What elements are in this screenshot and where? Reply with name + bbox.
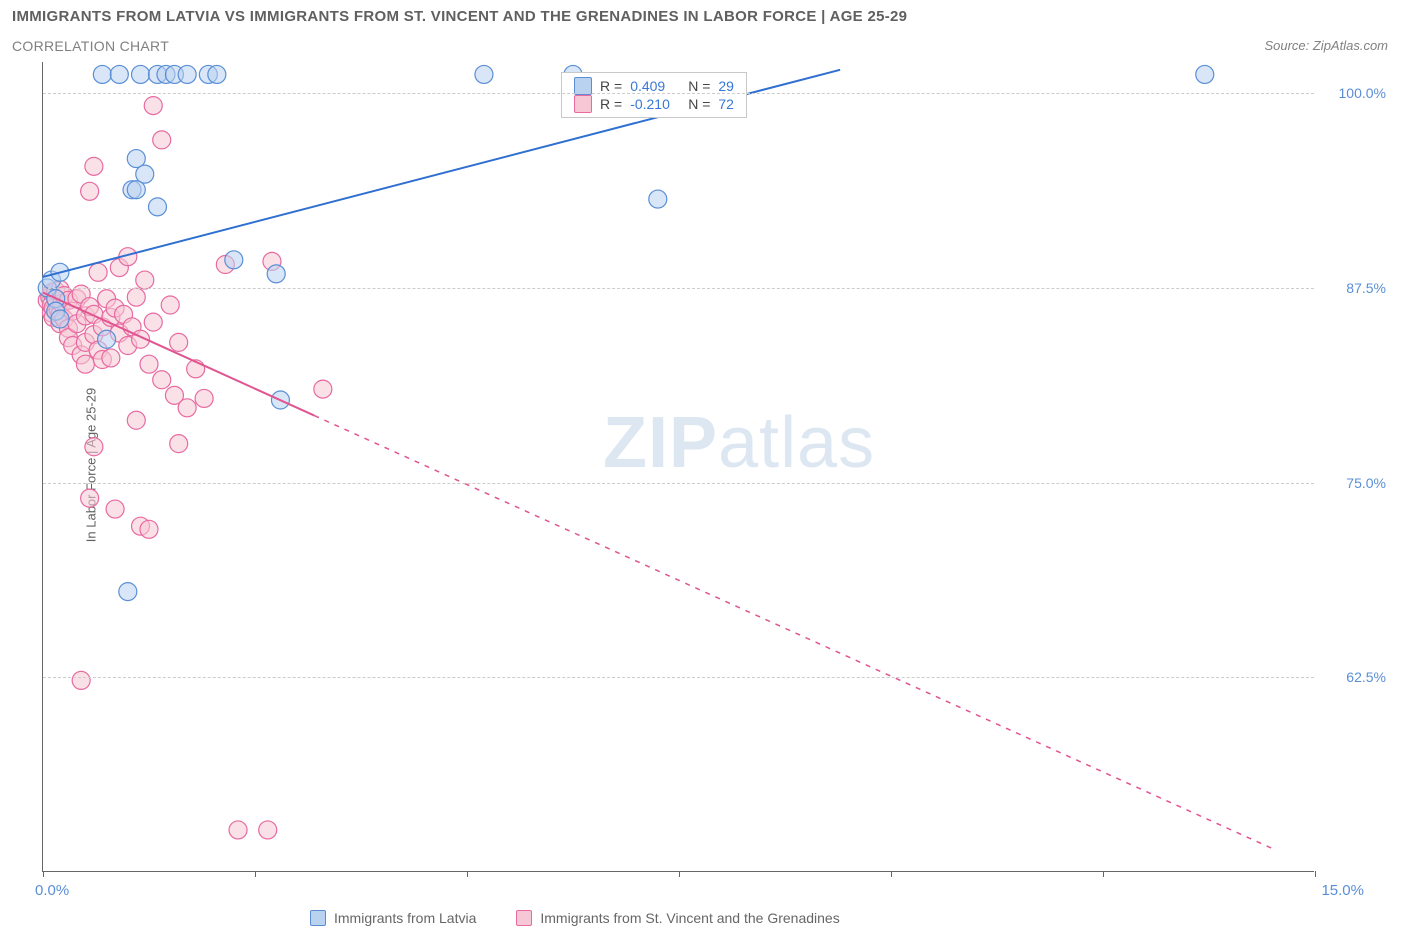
y-tick-label: 100.0%	[1339, 85, 1386, 101]
source-attribution: Source: ZipAtlas.com	[1264, 38, 1388, 53]
legend-label-latvia: Immigrants from Latvia	[334, 910, 476, 926]
y-tick-label: 75.0%	[1346, 475, 1386, 491]
r-label: R =	[600, 78, 622, 94]
legend-swatch-svg	[574, 95, 592, 113]
n-label: N =	[688, 96, 710, 112]
legend-item-svg: Immigrants from St. Vincent and the Gren…	[516, 910, 839, 926]
legend-item-latvia: Immigrants from Latvia	[310, 910, 476, 926]
r-value-svg: -0.210	[630, 96, 680, 112]
legend-label-svg: Immigrants from St. Vincent and the Gren…	[540, 910, 839, 926]
chart-svg	[43, 62, 1314, 871]
n-label: N =	[688, 78, 710, 94]
n-value-svg: 72	[718, 96, 734, 112]
chart-title: IMMIGRANTS FROM LATVIA VS IMMIGRANTS FRO…	[12, 8, 907, 25]
y-tick-label: 87.5%	[1346, 280, 1386, 296]
correlation-legend: R = 0.409 N = 29 R = -0.210 N = 72	[561, 72, 747, 118]
chart-subtitle: CORRELATION CHART	[12, 38, 169, 54]
plot-area: ZIPatlas R = 0.409 N = 29 R = -0.210 N =…	[42, 62, 1314, 872]
legend-row-svg: R = -0.210 N = 72	[574, 95, 734, 113]
legend-swatch-icon	[516, 910, 532, 926]
series-legend: Immigrants from Latvia Immigrants from S…	[310, 910, 840, 926]
r-label: R =	[600, 96, 622, 112]
legend-swatch-icon	[310, 910, 326, 926]
y-tick-label: 62.5%	[1346, 669, 1386, 685]
x-axis-min-label: 0.0%	[35, 882, 69, 899]
n-value-latvia: 29	[718, 78, 734, 94]
x-axis-max-label: 15.0%	[1321, 882, 1364, 899]
r-value-latvia: 0.409	[630, 78, 680, 94]
